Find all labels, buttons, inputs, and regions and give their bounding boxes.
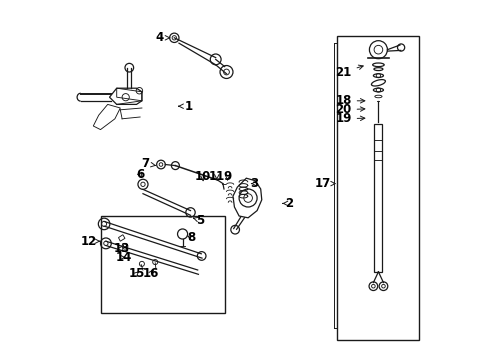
Text: 5: 5 [193,214,204,227]
Text: 20: 20 [335,103,364,116]
Bar [374,124,382,272]
Text: 12: 12 [81,235,100,248]
Text: 19: 19 [335,112,364,125]
Text: 1: 1 [179,100,192,113]
Text: 11: 11 [208,170,224,183]
Text: 16: 16 [142,267,159,280]
Text: 13: 13 [113,242,129,255]
Bar [336,36,418,340]
Text: 15: 15 [128,267,144,280]
Text: 9: 9 [223,170,231,183]
Text: 4: 4 [156,31,169,44]
Text: 8: 8 [187,231,195,244]
Text: 7: 7 [141,157,155,170]
Text: 18: 18 [335,94,364,107]
Text: 21: 21 [335,65,363,78]
Text: 2: 2 [282,197,293,210]
Text: 3: 3 [250,177,258,190]
Text: 17: 17 [314,177,335,190]
Bar [101,216,224,313]
Text: 10: 10 [195,170,211,183]
Text: 14: 14 [116,251,132,264]
Text: 6: 6 [136,168,144,181]
